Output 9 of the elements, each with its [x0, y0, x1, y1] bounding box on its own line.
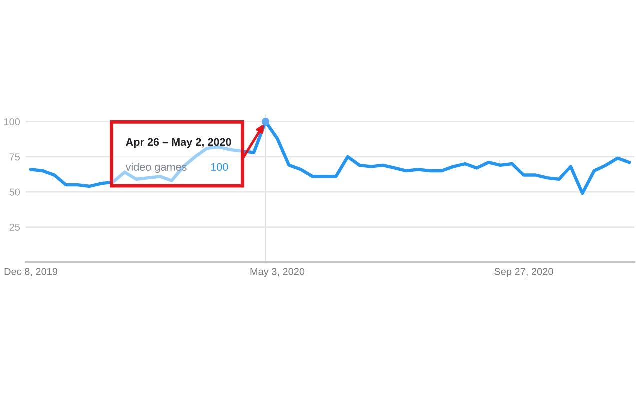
x-tick-label: May 3, 2020 — [250, 268, 305, 278]
y-tick-label: 25 — [10, 224, 20, 231]
y-tick-label: 50 — [10, 188, 20, 196]
y-tick-label: 75 — [10, 154, 20, 161]
x-tick-label: Sep 27, 2020 — [494, 268, 554, 278]
annotation: 100 — [211, 163, 228, 171]
annotation: Apr 26 – May 2, 2020 — [126, 138, 232, 148]
x-tick-label: Dec 8, 2019 — [4, 268, 58, 276]
y-tick-label: 100 — [4, 118, 20, 126]
